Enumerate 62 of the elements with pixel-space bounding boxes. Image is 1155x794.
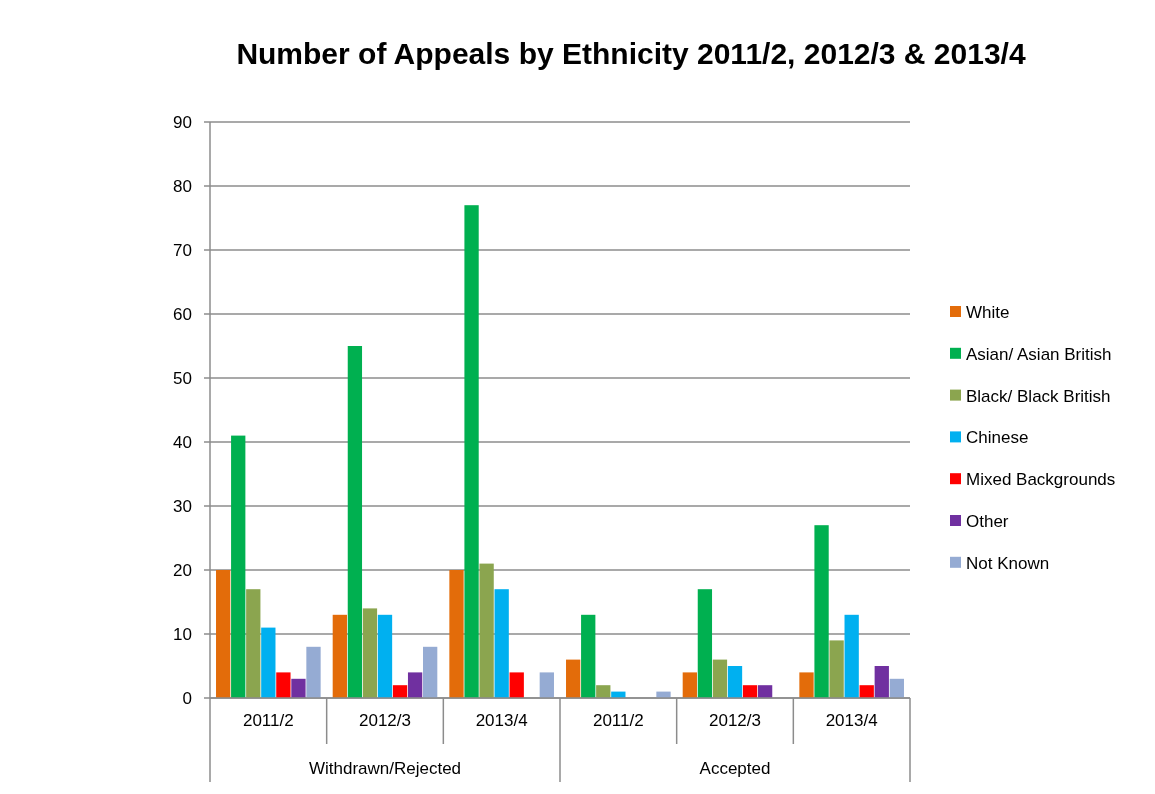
bar	[844, 614, 859, 698]
legend-label: Asian/ Asian British	[966, 344, 1112, 364]
bar	[889, 678, 904, 698]
legend-label: Mixed Backgrounds	[966, 470, 1116, 490]
text: Accepted	[699, 759, 771, 778]
y-tick-label: 70	[173, 240, 192, 260]
x-tick-label: 2013/4	[475, 711, 528, 730]
bar	[829, 640, 844, 698]
bar	[392, 685, 408, 698]
bar	[539, 672, 554, 698]
bar	[464, 205, 479, 698]
bar	[727, 666, 743, 698]
y-tick-label: 50	[173, 368, 192, 388]
bar	[712, 659, 728, 698]
bar	[423, 646, 438, 698]
bar	[596, 685, 611, 698]
y-tick-label: 90	[173, 112, 192, 132]
bar	[246, 589, 261, 698]
y-tick-label: 80	[173, 176, 192, 196]
bar	[377, 614, 393, 698]
bar	[332, 614, 347, 698]
legend-label: Not Known	[966, 553, 1050, 573]
bar	[306, 646, 321, 698]
x-tick-label: 2013/4	[825, 711, 878, 730]
y-tick-label: 30	[173, 496, 192, 516]
bar	[757, 685, 773, 698]
text: Withdrawn/Rejected	[308, 759, 462, 778]
bar	[347, 346, 363, 698]
legend-label: Black/ Black British	[966, 386, 1111, 406]
bar	[261, 627, 276, 698]
legend-label: Other	[966, 511, 1009, 531]
chart-title: Number of Appeals by Ethnicity 2011/2, 2012/3 & 2013/4	[236, 37, 1026, 70]
bar	[216, 570, 231, 698]
bar	[799, 672, 814, 698]
bar	[509, 672, 524, 698]
bar	[276, 672, 291, 698]
bar	[814, 525, 829, 698]
bar	[291, 678, 306, 698]
x-tick-label: 2011/2	[592, 711, 644, 730]
legend-label: White	[966, 302, 1010, 322]
y-tick-label: 60	[173, 304, 192, 324]
bar	[682, 672, 697, 698]
bar	[874, 666, 889, 698]
bar	[407, 672, 423, 698]
bar	[697, 589, 713, 698]
x-tick-label: 2012/3	[709, 711, 761, 730]
x-tick-label: 2011/2	[242, 711, 294, 730]
y-tick-label: 20	[173, 560, 192, 580]
bar	[566, 659, 581, 698]
bar	[231, 435, 246, 698]
x-tick-label: 2012/3	[359, 711, 411, 730]
bar	[859, 685, 874, 698]
bar	[742, 685, 758, 698]
bar	[581, 614, 596, 698]
y-tick-label: 0	[182, 688, 192, 708]
legend-label: Chinese	[966, 428, 1029, 448]
bar	[494, 589, 509, 698]
y-tick-label: 10	[173, 624, 192, 644]
y-tick-label: 40	[173, 432, 192, 452]
bar	[362, 608, 378, 698]
bar	[449, 570, 464, 698]
bar	[479, 563, 494, 698]
